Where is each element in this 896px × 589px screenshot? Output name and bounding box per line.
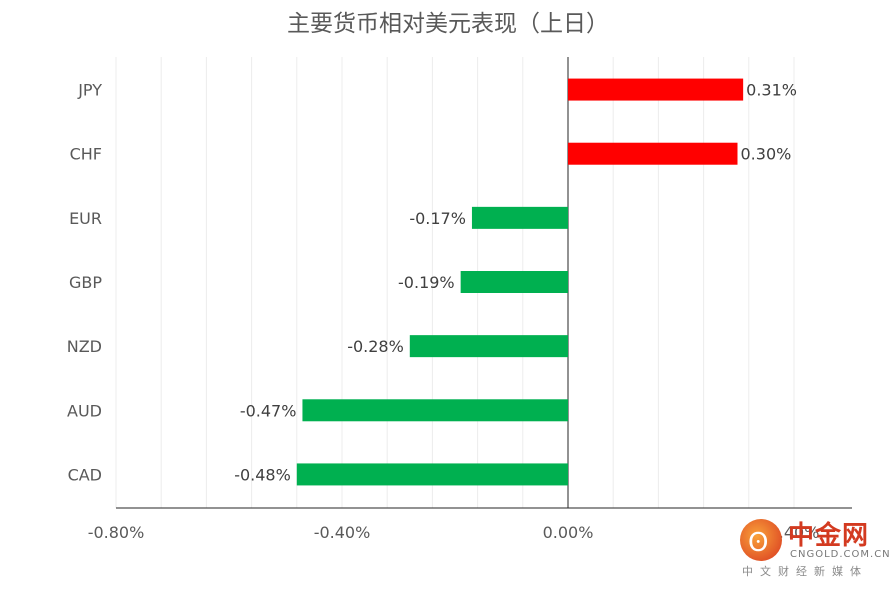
logo-slogan: 中文财经新媒体 bbox=[742, 565, 868, 578]
category-label: AUD bbox=[67, 401, 102, 420]
bar bbox=[471, 206, 568, 229]
data-label: 0.31% bbox=[746, 81, 797, 100]
bar bbox=[296, 463, 568, 486]
x-tick-label: 0.00% bbox=[543, 523, 594, 542]
data-label: 0.30% bbox=[741, 145, 792, 164]
data-label: -0.47% bbox=[240, 401, 297, 420]
bar bbox=[568, 78, 744, 101]
category-label: JPY bbox=[77, 81, 102, 100]
data-label: -0.48% bbox=[234, 465, 291, 484]
logo-url: CNGOLD.COM.CN bbox=[790, 549, 891, 560]
logo-name: 中金网 bbox=[788, 521, 870, 551]
x-tick-label: -0.40% bbox=[314, 523, 371, 542]
bar bbox=[568, 142, 738, 165]
category-label: GBP bbox=[69, 273, 102, 292]
bar bbox=[460, 271, 568, 293]
bar bbox=[409, 335, 568, 358]
logo-swirl-icon: ʘ bbox=[740, 519, 782, 561]
data-label: -0.19% bbox=[398, 273, 455, 292]
x-tick-label: -0.80% bbox=[88, 523, 145, 542]
data-label: -0.28% bbox=[347, 337, 404, 356]
chart-title: 主要货币相对美元表现（上日） bbox=[287, 11, 609, 37]
cngold-logo: ʘ 中金网 CNGOLD.COM.CN 中文财经新媒体 bbox=[740, 515, 890, 581]
category-label: CHF bbox=[70, 145, 102, 164]
category-label: EUR bbox=[69, 209, 102, 228]
bar bbox=[302, 399, 568, 422]
data-label: -0.17% bbox=[409, 209, 466, 228]
category-label: NZD bbox=[67, 337, 102, 356]
category-label: CAD bbox=[68, 465, 102, 484]
